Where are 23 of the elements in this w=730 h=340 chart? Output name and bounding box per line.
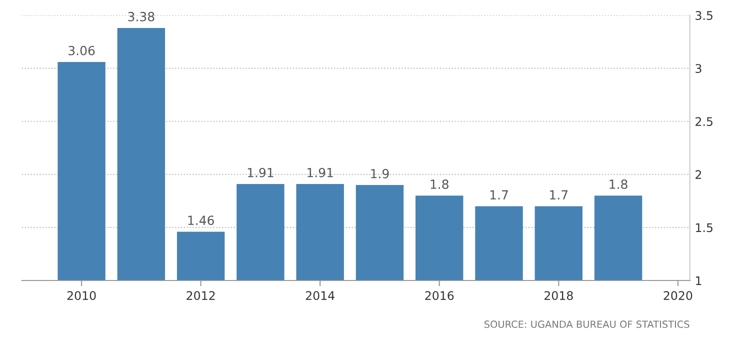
y-tick-label: 3	[696, 64, 702, 73]
y-tick-label: 1.5	[696, 223, 712, 232]
data-label: 1.9	[371, 168, 389, 178]
data-label: 1.46	[188, 216, 214, 226]
data-label: 1.91	[248, 168, 274, 178]
data-label: 1.8	[430, 180, 448, 189]
data-label: 1.7	[550, 190, 568, 200]
x-tick-label: 2010	[67, 291, 96, 300]
source-note: SOURCE: UGANDA BUREAU OF STATISTICS	[484, 320, 690, 328]
data-label: 1.8	[610, 180, 628, 189]
y-tick-label: 2.5	[696, 117, 712, 126]
x-tick-label: 2014	[306, 291, 334, 300]
data-label: 1.91	[308, 168, 333, 178]
data-label: 1.7	[490, 190, 508, 200]
x-tick-label: 2018	[544, 291, 573, 300]
data-label: 3.06	[68, 46, 95, 56]
data-label: 3.38	[128, 12, 154, 22]
y-tick-label: 2	[696, 170, 702, 179]
x-tick-label: 2020	[664, 291, 692, 300]
x-tick-label: 2016	[425, 291, 454, 300]
x-tick-label: 2012	[186, 291, 215, 300]
y-tick-label: 1	[696, 276, 702, 285]
y-tick-label: 3.5	[696, 11, 712, 20]
